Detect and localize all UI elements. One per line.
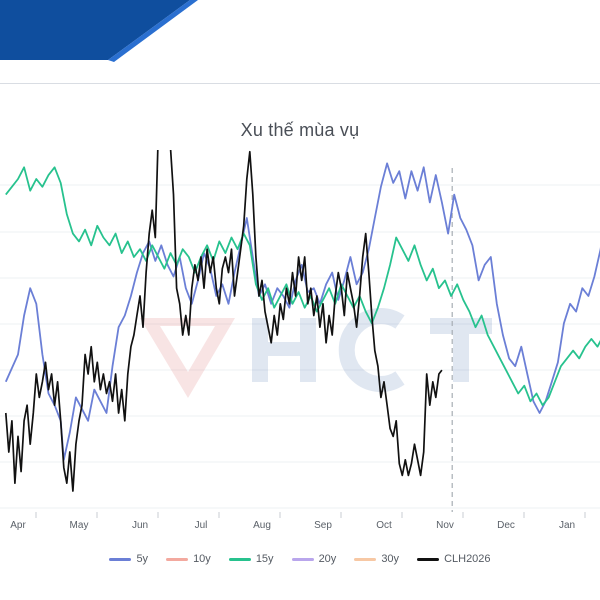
watermark-logo-inner-icon xyxy=(160,326,215,372)
legend-swatch-icon xyxy=(109,557,132,561)
x-tick-label-aug: Aug xyxy=(253,520,271,531)
x-tick-label-apr: Apr xyxy=(10,520,26,531)
banner-accent xyxy=(108,0,198,62)
series-line-5y xyxy=(4,162,600,461)
x-tick-label-may: May xyxy=(70,520,89,531)
watermark-logo-icon xyxy=(140,318,235,398)
banner-shape xyxy=(0,0,190,60)
legend-item-5y[interactable]: 5y xyxy=(109,553,148,565)
x-tick-label-jun: Jun xyxy=(132,520,148,531)
watermark-bar-1 xyxy=(252,318,268,382)
x-axis-ticks: Apr May Jun Jul Aug Sep Oct Nov Dec Jan xyxy=(10,512,586,531)
legend-swatch-icon xyxy=(291,557,314,561)
legend-label: 15y xyxy=(255,553,274,565)
watermark-t-stem xyxy=(453,318,469,382)
legend-label: 5y xyxy=(136,553,149,565)
legend-item-10y[interactable]: 10y xyxy=(166,553,211,565)
x-tick-label-jan: Jan xyxy=(559,520,575,531)
series-line-clh2026 xyxy=(4,150,443,492)
legend-label: 30y xyxy=(381,553,400,565)
legend-swatch-icon xyxy=(354,557,377,561)
legend-item-clh2026[interactable]: CLH2026 xyxy=(417,553,491,565)
x-tick-label-sep: Sep xyxy=(314,520,332,531)
legend-swatch-icon xyxy=(166,557,189,561)
header-banner xyxy=(0,0,198,62)
x-tick-label-oct: Oct xyxy=(376,520,392,531)
legend-label: CLH2026 xyxy=(444,553,491,565)
hct-watermark xyxy=(140,308,492,398)
legend-label: 10y xyxy=(193,553,211,565)
legend-label: 20y xyxy=(318,553,337,565)
x-tick-label-jul: Jul xyxy=(195,520,208,531)
watermark-bar-3 xyxy=(268,342,300,356)
legend-item-15y[interactable]: 15y xyxy=(228,553,274,565)
legend-swatch-icon xyxy=(228,557,251,561)
watermark-t-top xyxy=(430,318,492,334)
chart-frame xyxy=(0,83,600,600)
legend-item-20y[interactable]: 20y xyxy=(291,553,337,565)
watermark-bar-2 xyxy=(300,318,316,382)
legend: 5y 10y 15y 20y 30y CLH2026 xyxy=(0,550,600,568)
series-lines xyxy=(4,150,600,492)
x-tick-label-nov: Nov xyxy=(436,520,454,531)
legend-item-30y[interactable]: 30y xyxy=(354,553,399,565)
legend-swatch-icon xyxy=(417,557,440,561)
chart-title: Xu thế mùa vụ xyxy=(240,120,360,140)
x-tick-label-dec: Dec xyxy=(497,520,515,531)
